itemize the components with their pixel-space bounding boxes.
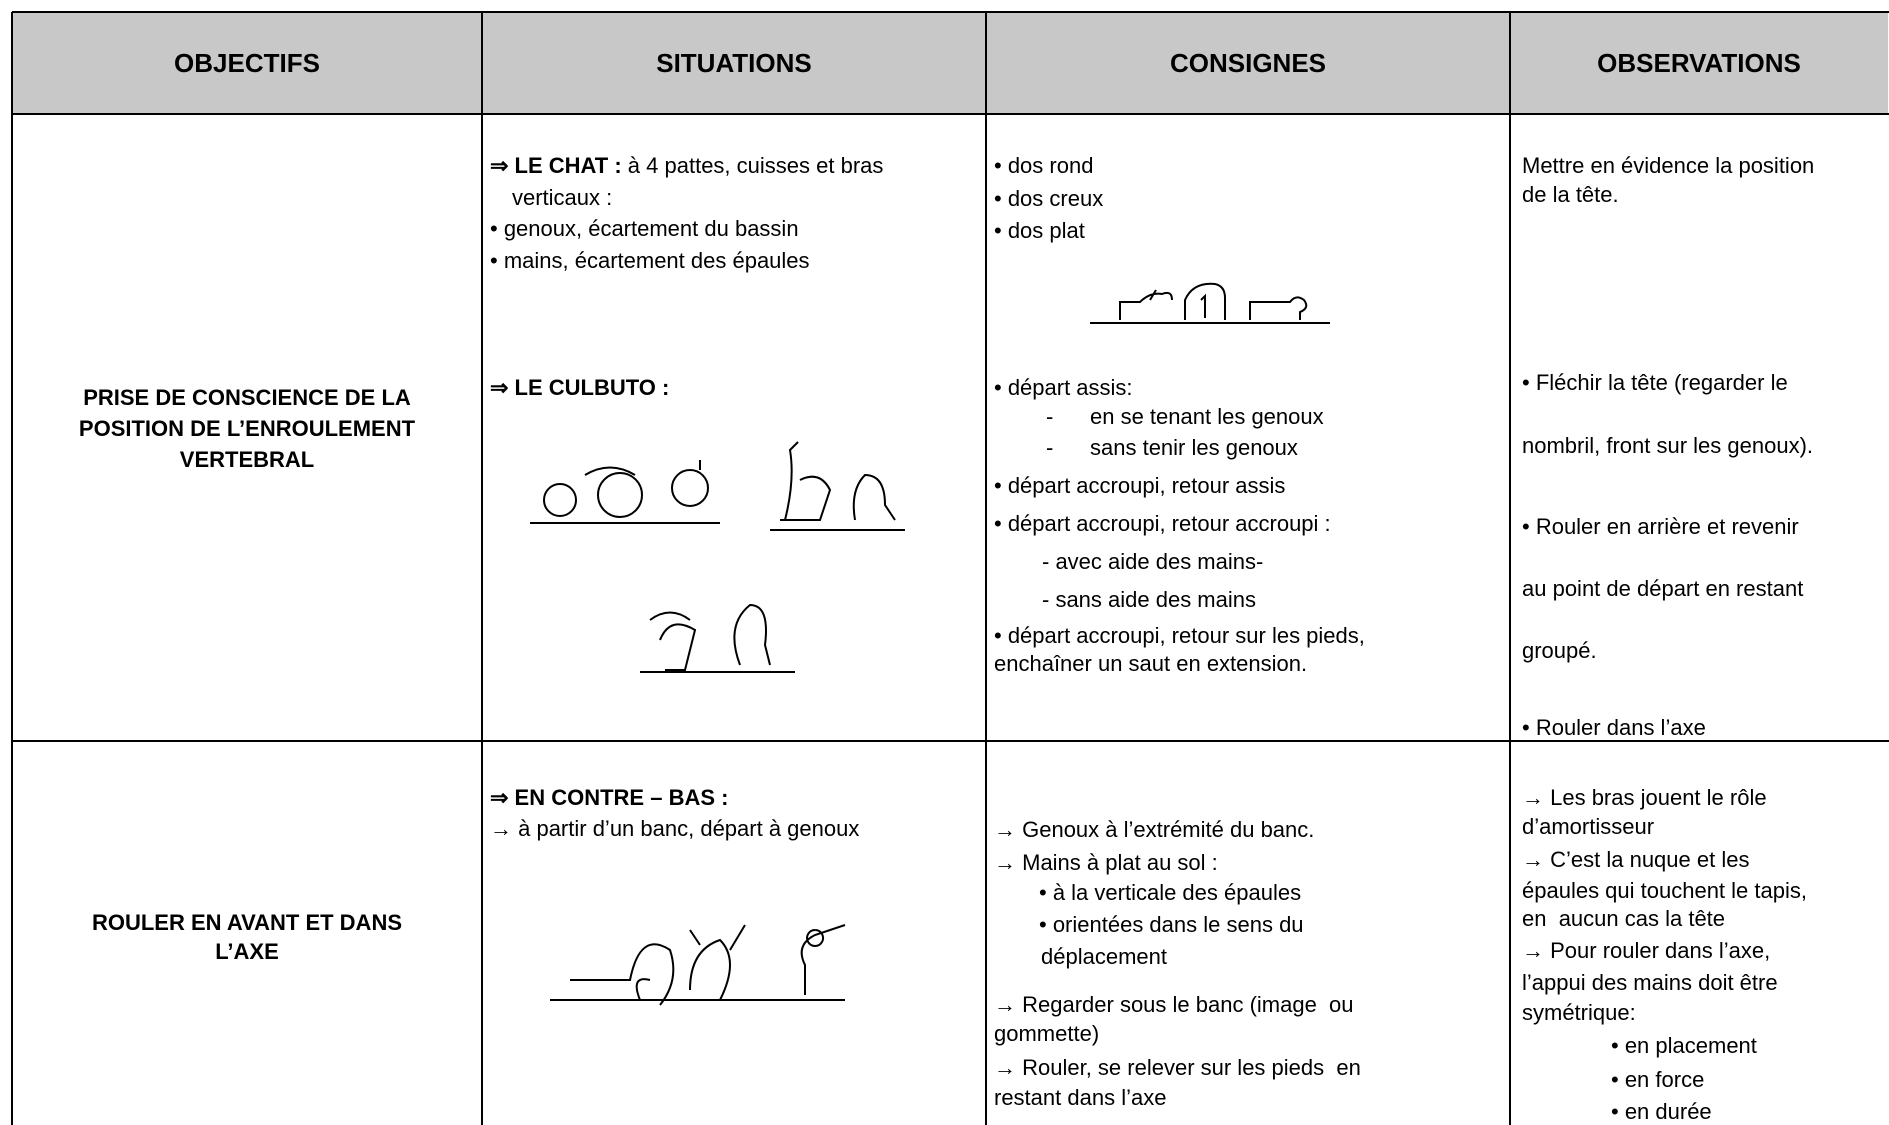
situation-line: → à partir d’un banc, départ à genoux — [490, 816, 860, 841]
objective: VERTEBRAL — [179, 447, 315, 472]
grid — [11, 11, 1889, 1125]
observation-line: → Pour rouler dans l’axe, — [1522, 938, 1771, 963]
consigne-line: - sans tenir les genoux — [1046, 435, 1298, 460]
observation-line: → Les bras jouent le rôle — [1522, 785, 1767, 810]
consigne-line: • orientées dans le sens du — [1039, 912, 1304, 937]
observation-line: d’amortisseur — [1522, 814, 1655, 839]
header-background — [12, 12, 1888, 114]
situation-line: • mains, écartement des épaules — [490, 248, 810, 273]
observation-line: nombril, front sur les genoux). — [1522, 433, 1814, 458]
header-cell: OBJECTIFS — [174, 48, 320, 78]
sketches — [530, 282, 1330, 1006]
situation-line: ⇒ LE CHAT : à 4 pattes, cuisses et bras — [490, 153, 883, 179]
observation-line: l’appui des mains doit être — [1522, 970, 1778, 995]
consigne-line: gommette) — [994, 1021, 1100, 1046]
observation-line: • Rouler dans l’axe — [1522, 715, 1706, 740]
observation-line: → C’est la nuque et les — [1522, 847, 1750, 872]
consigne-line: enchaîner un saut en extension. — [994, 651, 1308, 676]
consigne-line: • départ accroupi, retour assis — [994, 473, 1286, 498]
situation-line: ⇒ EN CONTRE – BAS : — [490, 785, 729, 810]
consigne-line: - avec aide des mains- — [1042, 549, 1264, 574]
observation-line: • en placement — [1611, 1033, 1757, 1058]
objective: PRISE DE CONSCIENCE DE LA — [83, 385, 411, 410]
consigne-line: - sans aide des mains — [1042, 587, 1256, 612]
objective: ROULER EN AVANT ET DANS — [91, 910, 403, 935]
observation-line: symétrique: — [1522, 1000, 1636, 1025]
situation-line: • genoux, écartement du bassin — [490, 216, 799, 241]
consigne-line: - en se tenant les genoux — [1046, 404, 1324, 429]
consigne-line: • à la verticale des épaules — [1039, 880, 1302, 905]
observation-line: de la tête. — [1522, 182, 1619, 207]
consigne-line: • dos plat — [994, 218, 1085, 243]
header-cell: SITUATIONS — [656, 48, 812, 78]
consigne-line: → Regarder sous le banc (image ou — [994, 992, 1354, 1017]
consigne-line: • départ accroupi, retour accroupi : — [994, 511, 1331, 536]
consigne-line: • dos creux — [994, 186, 1104, 211]
observation-line: • Rouler en arrière et revenir — [1522, 514, 1799, 539]
situation-line: verticaux : — [512, 185, 613, 210]
observation-line: • en force — [1611, 1067, 1705, 1092]
observation-line: • en durée — [1611, 1099, 1712, 1124]
consigne-line: déplacement — [1041, 944, 1167, 969]
consigne-line: → Mains à plat au sol : — [994, 850, 1218, 875]
objective: POSITION DE L’ENROULEMENT — [78, 416, 416, 441]
consigne-line: • départ accroupi, retour sur les pieds, — [994, 623, 1365, 648]
observation-line: épaules qui touchent le tapis, — [1522, 878, 1807, 903]
consigne-line: → Genoux à l’extrémité du banc. — [994, 817, 1315, 842]
header-cell: OBSERVATIONS — [1597, 48, 1801, 78]
consigne-line: • dos rond — [994, 153, 1094, 178]
header-cell: CONSIGNES — [1169, 48, 1327, 78]
observation-line: en aucun cas la tête — [1522, 906, 1726, 931]
consigne-line: → Rouler, se relever sur les pieds en — [994, 1055, 1361, 1080]
consigne-line: • départ assis: — [994, 375, 1133, 400]
situation-line: ⇒ LE CULBUTO : — [490, 375, 670, 400]
text-part: ⇒ LE CHAT : — [490, 153, 622, 178]
text-part: à 4 pattes, cuisses et bras — [621, 153, 884, 178]
objective: L’AXE — [215, 939, 279, 964]
observation-line: Mettre en évidence la position — [1522, 153, 1815, 178]
consigne-line: restant dans l’axe — [994, 1085, 1167, 1110]
observation-line: • Fléchir la tête (regarder le — [1522, 370, 1788, 395]
observation-line: au point de départ en restant — [1522, 576, 1804, 601]
observation-line: groupé. — [1522, 638, 1597, 663]
